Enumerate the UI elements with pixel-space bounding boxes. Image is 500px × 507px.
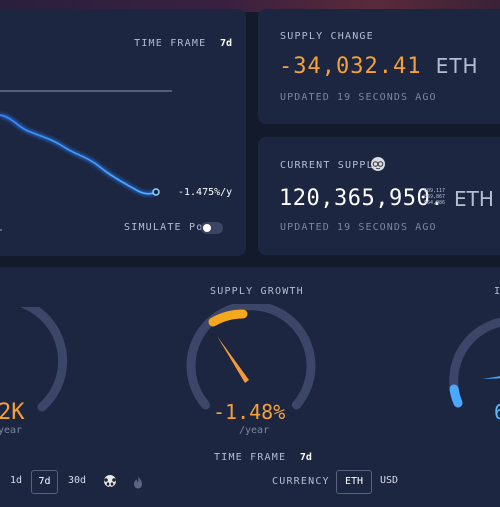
supply-growth-timeframe-label: TIME FRAME — [214, 452, 287, 463]
current-supply-decimal-2: 869,867 — [424, 194, 446, 200]
currency-label: CURRENCY — [272, 476, 330, 487]
current-supply-updated: UPDATED 19 SECONDS AGO — [280, 222, 437, 233]
simulate-pow-toggle-knob — [203, 224, 211, 232]
simulate-pow-toggle[interactable] — [201, 222, 223, 234]
supply-growth-gauge-fill — [208, 309, 248, 327]
supply-chart-panel: TIME FRAME 7d -1.475%/y SIMULATE PoW — [0, 9, 246, 256]
right-gauge-title: IS — [494, 286, 500, 297]
gauges-panel: 2K year SUPPLY GROWTH -1.48% /year TIME … — [0, 267, 500, 507]
chart-timeframe-value: 7d — [219, 38, 232, 49]
chart-timeframe[interactable]: TIME FRAME 7d — [134, 31, 232, 50]
left-gauge — [19, 307, 68, 412]
supply-growth-timeframe-value: 7d — [299, 452, 312, 463]
panda-icon[interactable] — [104, 475, 116, 488]
supply-growth-value: -1.48% — [213, 400, 286, 424]
supply-change-panel: SUPPLY CHANGE -34,032.41 ETH UPDATED 19 … — [258, 9, 500, 124]
timeframe-30d-button[interactable]: 30d — [67, 475, 87, 486]
supply-growth-timeframe[interactable]: TIME FRAME 7d — [214, 445, 312, 464]
timeframe-1d-button[interactable]: 1d — [9, 475, 23, 486]
supply-line-chart — [0, 90, 172, 196]
supply-growth-gauge — [186, 304, 316, 410]
chart-corner-dot — [0, 229, 2, 231]
supply-growth-sub: /year — [239, 425, 270, 436]
supply-change-label: SUPPLY CHANGE — [280, 31, 374, 42]
current-supply-decimal-3: 964,986 — [424, 200, 446, 206]
supply-growth-gauge-track — [186, 304, 316, 410]
right-gauge-value: 6 — [494, 400, 500, 424]
left-gauge-sub: year — [0, 425, 23, 436]
timeframe-7d-button[interactable]: 7d — [31, 470, 58, 494]
chart-rate-label: -1.475%/y — [178, 187, 233, 198]
supply-change-value: -34,032.41 — [279, 54, 422, 79]
glasses-emoji-icon — [371, 157, 385, 171]
current-supply-decimals: 609,117 869,867 964,986 — [424, 188, 445, 206]
left-gauge-value: 2K — [0, 400, 25, 425]
current-supply-label: CURRENT SUPPLY — [280, 160, 382, 171]
supply-line — [0, 114, 157, 195]
supply-growth-needle — [217, 336, 249, 383]
supply-change-unit: ETH — [435, 54, 479, 78]
right-gauge — [449, 317, 500, 408]
supply-line-endpoint — [152, 188, 160, 196]
current-supply-value: 120,365,950. — [279, 186, 444, 211]
supply-change-updated: UPDATED 19 SECONDS AGO — [280, 92, 437, 103]
current-supply-decimal-1: 609,117 — [424, 188, 446, 194]
current-supply-panel: CURRENT SUPPLY 120,365,950. 609,117 869,… — [258, 137, 500, 255]
supply-growth-title: SUPPLY GROWTH — [210, 286, 304, 297]
chart-timeframe-label: TIME FRAME — [134, 38, 207, 49]
currency-usd-button[interactable]: USD — [379, 475, 399, 486]
currency-eth-button[interactable]: ETH — [336, 470, 372, 494]
current-supply-unit: ETH — [454, 187, 494, 211]
flame-icon[interactable] — [132, 474, 144, 489]
simulate-pow-label: SIMULATE PoW — [124, 222, 211, 233]
